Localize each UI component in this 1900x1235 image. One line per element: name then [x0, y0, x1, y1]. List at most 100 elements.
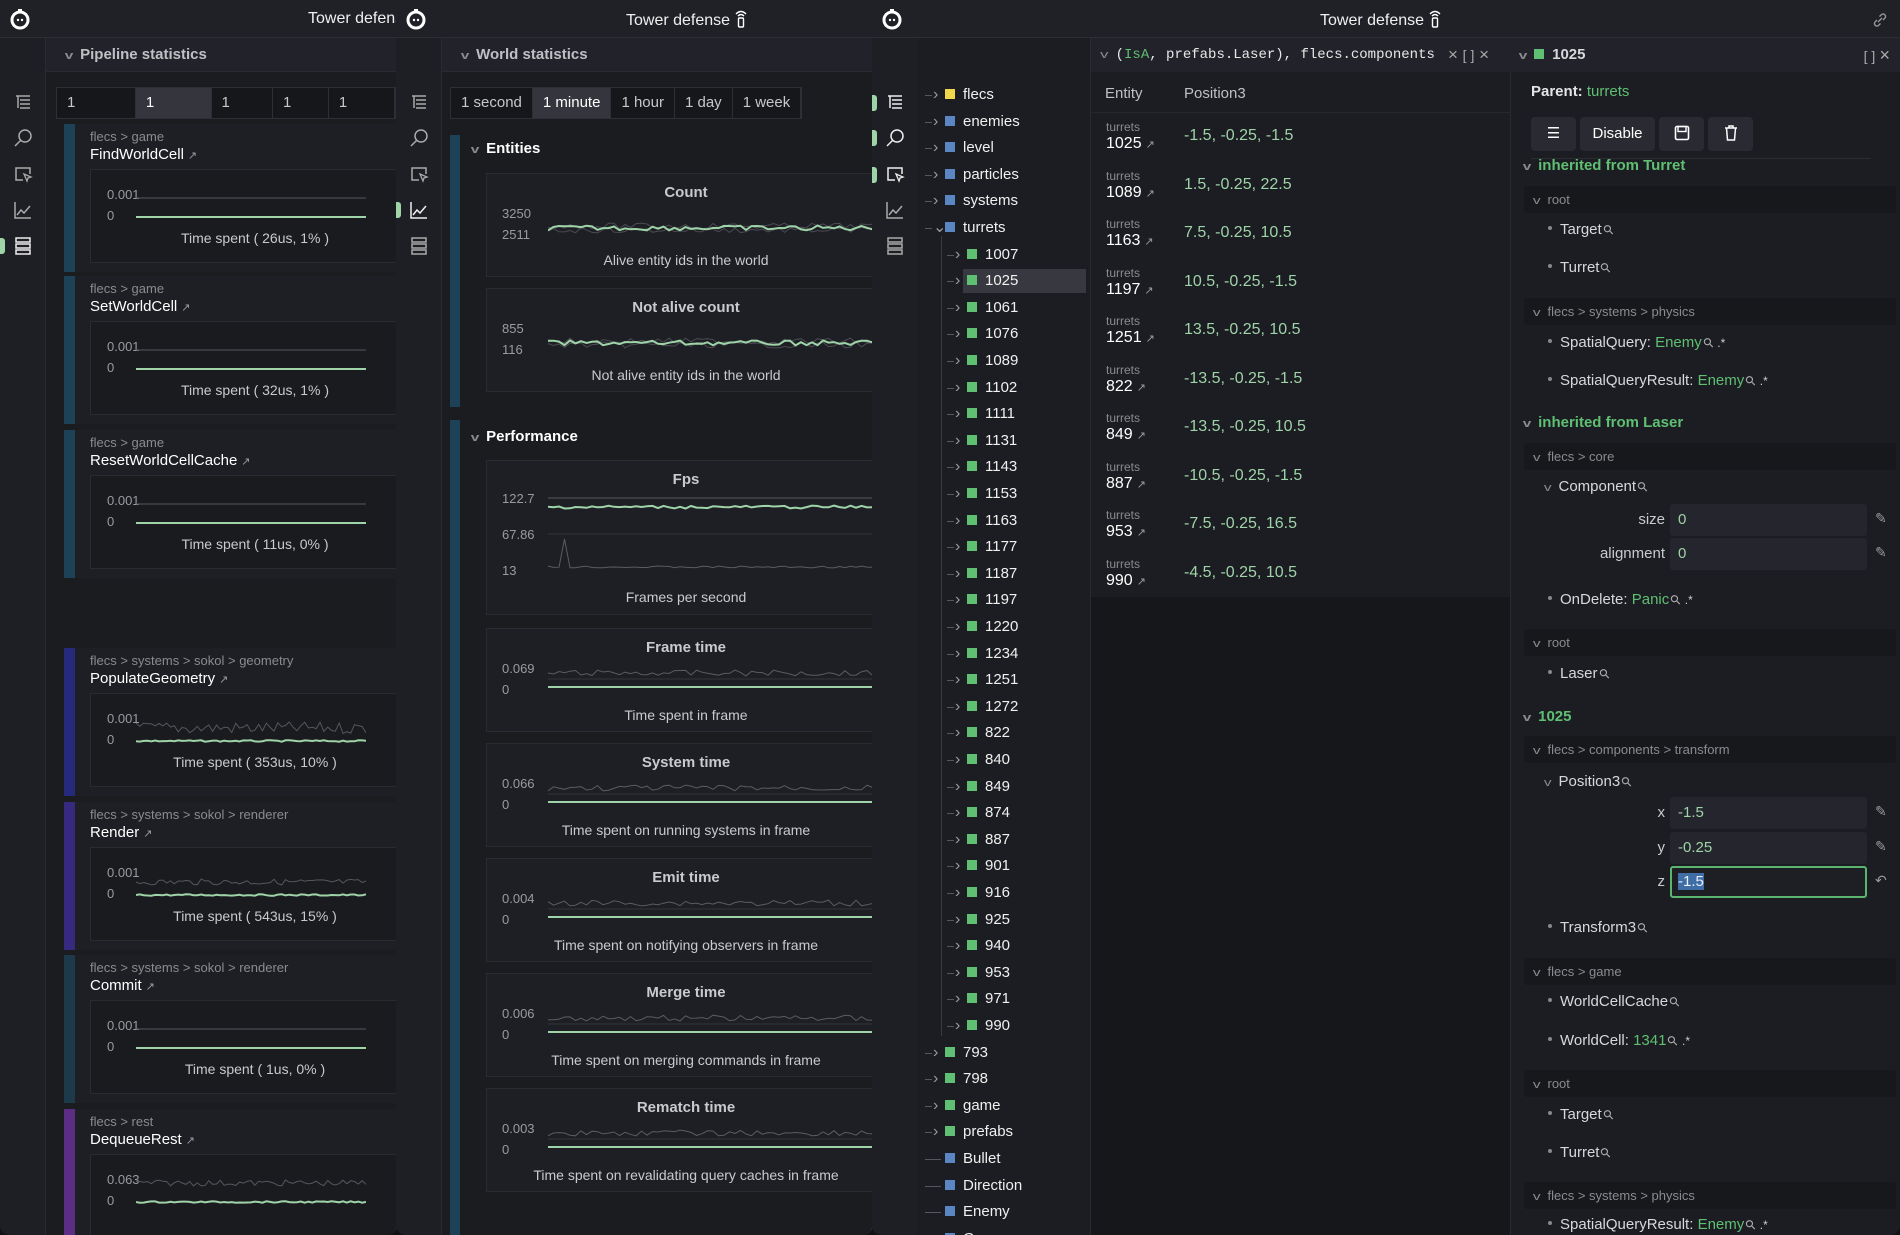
component-item[interactable]: Turret⚲ — [1548, 1144, 1615, 1161]
edit-pencil-icon[interactable]: ✎ — [1875, 838, 1887, 854]
component-header[interactable]: v Position3⚲ — [1544, 773, 1635, 790]
chevron-right-icon[interactable]: › — [955, 937, 961, 955]
edit-pencil-icon[interactable]: ✎ — [1875, 803, 1887, 819]
sidebar-button-search[interactable] — [0, 123, 46, 153]
tree-item[interactable]: › 1153 — [917, 482, 1090, 508]
tree-item[interactable]: › 874 — [917, 801, 1090, 827]
component-group[interactable]: v root — [1524, 1070, 1896, 1097]
tree-item[interactable]: › particles — [917, 163, 1090, 189]
chevron-down-icon[interactable]: ⌄ — [933, 219, 947, 236]
search-icon[interactable]: ⚲ — [1742, 1215, 1760, 1234]
chevron-down-icon[interactable]: v — [1518, 50, 1528, 62]
query-result-row[interactable]: turrets 1251 ↗ 13.5, -0.25, 10.5 — [1091, 311, 1510, 359]
tree-item[interactable]: Bullet — [917, 1147, 1090, 1173]
external-link-icon[interactable]: ↗ — [1145, 187, 1155, 200]
field-input-size[interactable]: 0 — [1670, 504, 1867, 536]
component-item[interactable]: OnDelete: Panic⚲.* — [1548, 591, 1693, 608]
query-result-row[interactable]: turrets 1089 ↗ 1.5, -0.25, 22.5 — [1091, 166, 1510, 214]
component-item[interactable]: Target⚲ — [1548, 221, 1617, 238]
sidebar-button-pipeline[interactable] — [396, 231, 442, 261]
tree-item[interactable]: › 1076 — [917, 322, 1090, 348]
column-header-position3[interactable]: Position3 — [1184, 85, 1246, 102]
external-link-icon[interactable]: ↗ — [1136, 478, 1146, 491]
tree-item[interactable]: › 916 — [917, 881, 1090, 907]
entity-link[interactable]: 953 ↗ — [1106, 523, 1146, 541]
sidebar-button-inspect[interactable] — [396, 160, 442, 190]
component-group[interactable]: v flecs > systems > physics — [1524, 1182, 1896, 1209]
tree-item[interactable]: › flecs — [917, 83, 1090, 109]
query-result-row[interactable]: turrets 1163 ↗ 7.5, -0.25, 10.5 — [1091, 214, 1510, 262]
inspector-section[interactable]: v inherited from Laser — [1523, 414, 1683, 431]
disable-button[interactable]: Disable — [1580, 117, 1655, 151]
component-item[interactable]: Laser⚲ — [1548, 665, 1613, 682]
chevron-right-icon[interactable]: › — [955, 458, 961, 476]
external-link-icon[interactable]: ↗ — [1144, 236, 1154, 248]
chevron-right-icon[interactable]: › — [955, 1017, 961, 1034]
column-header-entity[interactable]: Entity — [1105, 85, 1143, 102]
sidebar-button-search[interactable] — [396, 123, 442, 153]
entity-link[interactable]: 849 ↗ — [1106, 426, 1146, 444]
system-name[interactable]: PopulateGeometry ↗ — [90, 670, 228, 687]
chevron-right-icon[interactable]: › — [955, 564, 961, 582]
external-link-icon[interactable]: ↗ — [181, 302, 191, 314]
close-icon[interactable]: × — [1879, 45, 1890, 65]
entity-link[interactable]: 1163 ↗ — [1106, 232, 1154, 250]
component-item[interactable]: SpatialQuery: Enemy⚲.* — [1548, 334, 1725, 351]
tree-item[interactable]: › 1234 — [917, 642, 1090, 668]
chevron-right-icon[interactable]: › — [933, 1096, 939, 1114]
tree-item[interactable]: Enemy — [917, 1200, 1090, 1226]
query-result-row[interactable]: turrets 849 ↗ -13.5, -0.25, 10.5 — [1091, 408, 1510, 456]
chevron-right-icon[interactable]: › — [955, 777, 961, 795]
chevron-right-icon[interactable]: › — [933, 165, 939, 183]
tab-1-second[interactable]: 1 second — [57, 88, 136, 141]
search-icon[interactable]: ⚲ — [1666, 590, 1685, 609]
tab-1-week[interactable]: 1 week — [329, 88, 395, 141]
component-target-link[interactable]: Enemy — [1655, 334, 1702, 351]
system-name[interactable]: ResetWorldCellCache ↗ — [90, 452, 251, 469]
entity-link[interactable]: 990 ↗ — [1106, 572, 1146, 590]
chevron-right-icon[interactable]: › — [955, 671, 961, 689]
tree-item[interactable]: › game — [917, 1094, 1090, 1120]
edit-pencil-icon[interactable]: ✎ — [1875, 544, 1887, 560]
component-item[interactable]: Transform3⚲ — [1548, 919, 1651, 936]
performance-section-header[interactable]: v Performance — [471, 428, 578, 445]
chevron-right-icon[interactable]: › — [955, 724, 961, 742]
chevron-right-icon[interactable]: › — [955, 298, 961, 316]
pipeline-panel-header[interactable]: v Pipeline statistics — [46, 38, 396, 72]
component-group[interactable]: v root — [1524, 186, 1896, 213]
search-icon[interactable]: ⚲ — [1664, 1031, 1682, 1050]
undo-icon[interactable]: ↶ — [1875, 872, 1887, 888]
chevron-right-icon[interactable]: › — [933, 1070, 939, 1088]
tab-1-second[interactable]: 1 second — [451, 88, 533, 118]
tree-item[interactable]: › systems — [917, 189, 1090, 215]
external-link-icon[interactable]: ↗ — [1136, 575, 1146, 588]
entity-link[interactable]: 1089 ↗ — [1106, 184, 1155, 202]
system-name[interactable]: DequeueRest ↗ — [90, 1131, 195, 1148]
external-link-icon[interactable]: ↗ — [1136, 381, 1146, 394]
sidebar-button-pipeline[interactable] — [872, 231, 918, 261]
external-link-icon[interactable]: ↗ — [241, 456, 251, 468]
tree-item[interactable]: › 990 — [917, 1014, 1090, 1040]
tab-1-week[interactable]: 1 week — [733, 88, 802, 118]
chevron-right-icon[interactable]: › — [955, 910, 961, 928]
field-input-y[interactable]: -0.25 — [1670, 832, 1867, 864]
entities-section-header[interactable]: v Entities — [471, 140, 541, 157]
tree-item[interactable]: › 971 — [917, 987, 1090, 1013]
component-item[interactable]: SpatialQueryResult: Enemy⚲.* — [1548, 1216, 1768, 1233]
tree-item[interactable]: Direction — [917, 1174, 1090, 1200]
search-icon[interactable]: ⚲ — [1699, 333, 1717, 352]
sidebar-button-chart[interactable] — [0, 195, 46, 225]
component-item[interactable]: SpatialQueryResult: Enemy⚲.* — [1548, 372, 1768, 389]
chevron-right-icon[interactable]: › — [955, 830, 961, 848]
chevron-down-icon[interactable]: v — [1099, 50, 1109, 62]
external-link-icon[interactable]: ↗ — [1136, 430, 1146, 442]
sidebar-button-tree[interactable] — [872, 88, 918, 118]
chevron-right-icon[interactable]: › — [955, 884, 961, 901]
entity-link[interactable]: 822 ↗ — [1106, 378, 1146, 396]
field-input-alignment[interactable]: 0 — [1670, 538, 1867, 570]
tree-item[interactable]: › 1163 — [917, 509, 1090, 535]
chevron-right-icon[interactable]: › — [955, 511, 961, 529]
tree-item[interactable]: › 1061 — [917, 296, 1090, 322]
sidebar-button-chart[interactable] — [872, 195, 918, 225]
external-link-icon[interactable]: ↗ — [185, 1135, 195, 1147]
